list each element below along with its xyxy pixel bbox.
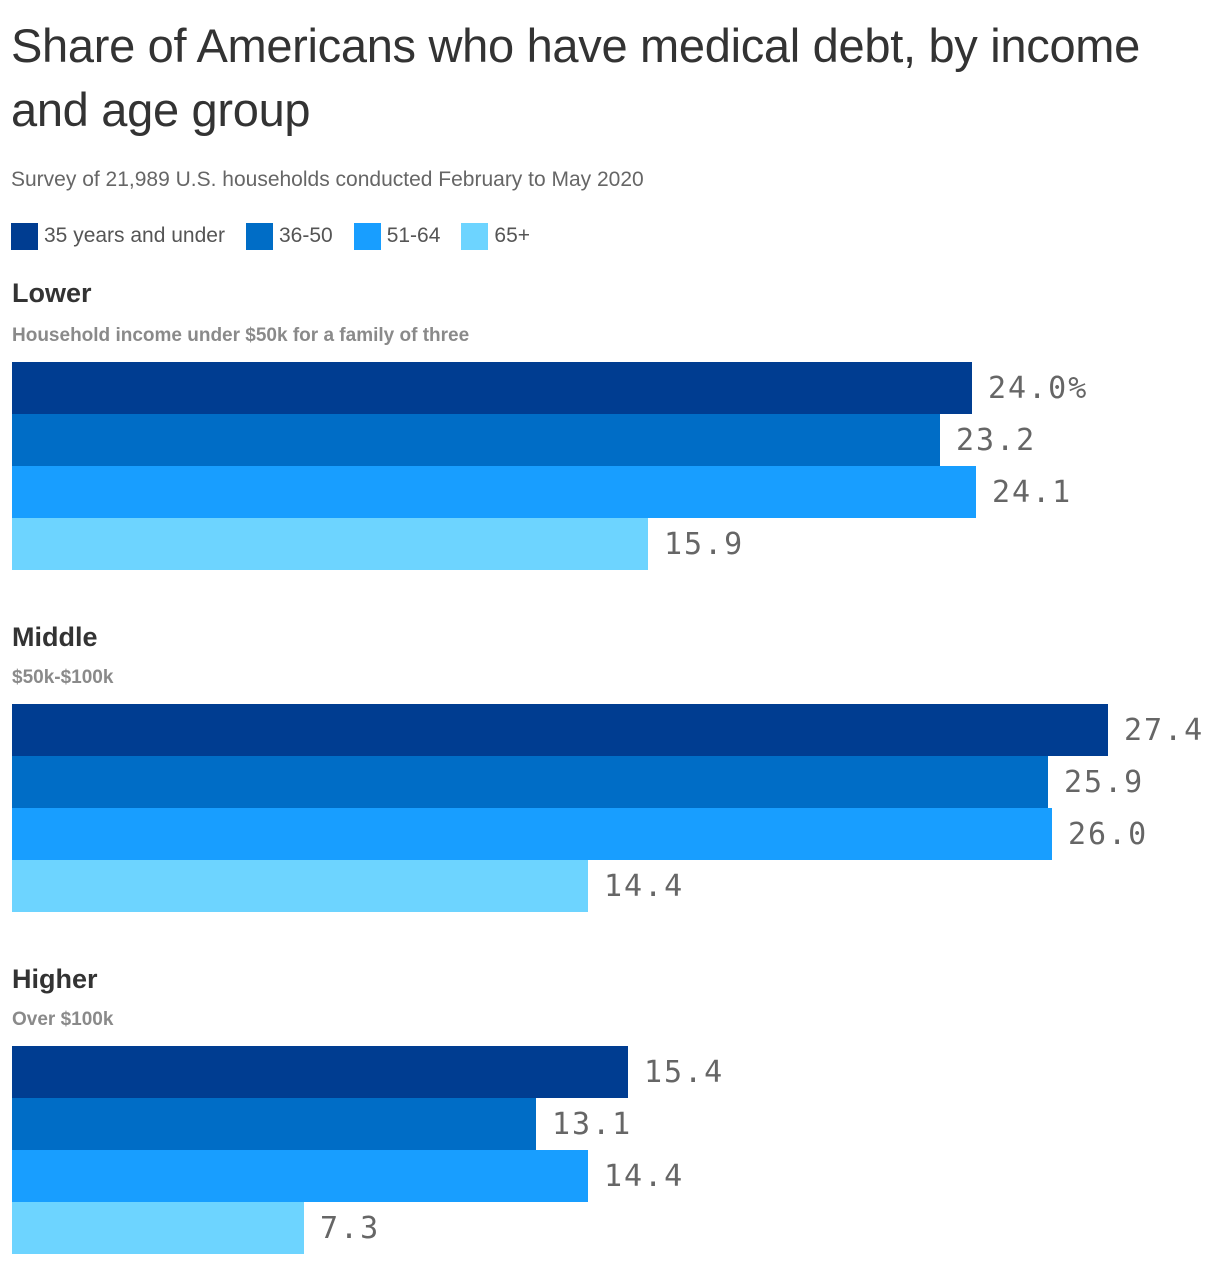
legend-label: 51-64 (386, 224, 441, 247)
bar-lower-2 (12, 466, 976, 518)
bar-middle-3 (12, 860, 588, 912)
legend-item-65-plus: 65+ (461, 222, 530, 250)
legend-swatch (11, 222, 38, 250)
group-note-higher: Over $100k (12, 1009, 114, 1030)
bar-middle-1 (12, 756, 1048, 808)
bar-higher-2 (12, 1150, 588, 1202)
bar-value-label: 24.0% (988, 371, 1088, 406)
legend-item-36-50: 36-50 (245, 222, 333, 250)
bar-middle-0 (12, 704, 1108, 756)
legend-label: 35 years and under (44, 224, 225, 247)
legend-label: 65+ (494, 224, 531, 247)
bar-value-label: 23.2 (956, 423, 1036, 458)
legend-swatch (245, 222, 273, 250)
bar-value-label: 14.4 (604, 869, 684, 904)
bar-middle-2 (12, 808, 1052, 860)
bar-value-label: 14.4 (604, 1159, 684, 1194)
bar-value-label: 25.9 (1064, 765, 1144, 800)
bar-value-label: 15.9 (664, 527, 744, 562)
bar-higher-3 (12, 1202, 304, 1254)
legend-swatch (353, 222, 381, 250)
group-title-lower: Lower (12, 278, 92, 308)
bar-lower-0 (12, 362, 972, 414)
legend-item-35-and-under: 35 years and under (11, 222, 225, 250)
group-note-middle: $50k-$100k (12, 667, 114, 688)
bar-value-label: 24.1 (992, 475, 1072, 510)
bar-value-label: 7.3 (320, 1211, 380, 1246)
bar-lower-3 (12, 518, 648, 570)
legend: 35 years and under 36-50 51-64 65+ (11, 222, 551, 250)
bar-value-label: 27.4 (1124, 713, 1204, 748)
legend-swatch (461, 222, 489, 250)
chart-title: Share of Americans who have medical debt… (11, 19, 1140, 136)
group-title-middle: Middle (12, 622, 98, 652)
group-title-higher: Higher (12, 964, 98, 994)
bar-value-label: 26.0 (1068, 817, 1148, 852)
bar-value-label: 15.4 (644, 1055, 724, 1090)
legend-item-51-64: 51-64 (353, 222, 441, 250)
chart-subtitle: Survey of 21,989 U.S. households conduct… (11, 168, 644, 191)
bar-lower-1 (12, 414, 940, 466)
group-note-lower: Household income under $50k for a family… (12, 325, 470, 346)
bar-value-label: 13.1 (552, 1107, 632, 1142)
legend-label: 36-50 (278, 224, 333, 247)
bar-higher-1 (12, 1098, 536, 1150)
bar-higher-0 (12, 1046, 628, 1098)
